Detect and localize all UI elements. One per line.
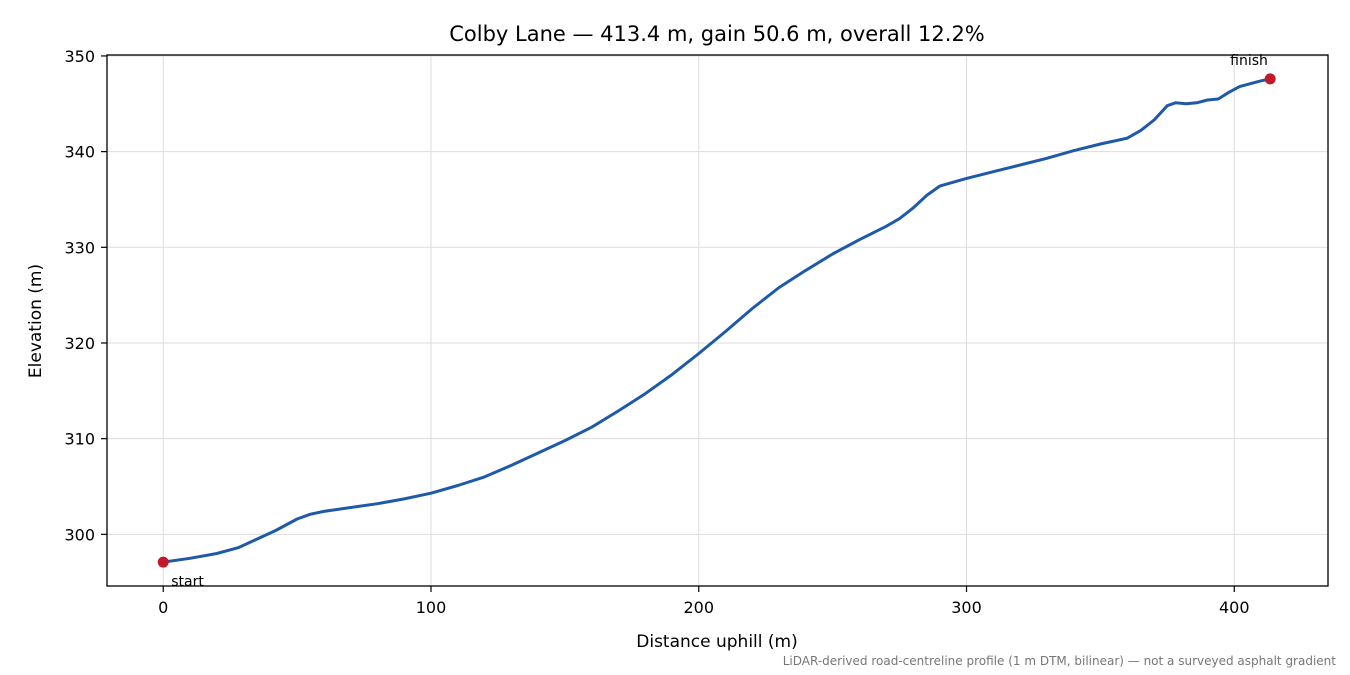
y-tick-label: 330 <box>64 238 95 257</box>
y-tick-label: 340 <box>64 143 95 162</box>
x-tick-label: 0 <box>158 598 168 617</box>
y-tick-label: 310 <box>64 430 95 449</box>
y-tick-label: 350 <box>64 47 95 66</box>
grid-lines <box>107 55 1328 586</box>
start-marker-label: start <box>171 574 204 590</box>
y-tick-label: 320 <box>64 334 95 353</box>
x-tick-label: 200 <box>683 598 714 617</box>
x-tick-label: 400 <box>1219 598 1250 617</box>
finish-marker-label: finish <box>1230 53 1268 69</box>
chart-title: Colby Lane — 413.4 m, gain 50.6 m, overa… <box>449 22 985 46</box>
y-tick-label: 300 <box>64 525 95 544</box>
y-axis-label: Elevation (m) <box>26 264 46 378</box>
start-marker <box>157 556 169 568</box>
elevation-line <box>161 77 1272 564</box>
x-axis-ticks: 0 100 200 300 400 <box>158 586 1250 617</box>
finish-marker <box>1264 73 1276 85</box>
x-tick-label: 300 <box>951 598 982 617</box>
x-axis-label: Distance uphill (m) <box>636 632 797 652</box>
plot-frame <box>106 54 1329 587</box>
markers: start finish <box>157 53 1276 590</box>
y-axis-ticks: 300 310 320 330 340 350 <box>64 47 107 544</box>
footnote: LiDAR-derived road-centreline profile (1… <box>783 654 1337 668</box>
x-tick-label: 100 <box>416 598 447 617</box>
